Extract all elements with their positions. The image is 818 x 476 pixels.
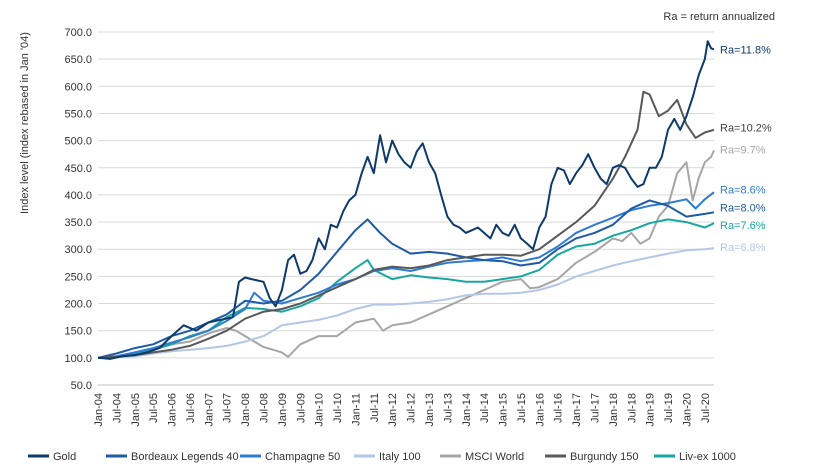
y-tick-label: 250.0 <box>64 271 92 283</box>
legend-label: MSCI World <box>465 451 524 463</box>
x-tick-label: Jan-12 <box>387 393 399 427</box>
y-tick-label: 700.0 <box>64 27 92 39</box>
x-tick-labels: Jan-04 Jul-04 Jan-05 Jul-05 Jan-06 Jul-06 Jan-… <box>93 393 712 427</box>
x-tick-label: Jul-09 <box>295 393 307 423</box>
x-tick-label: Jan-10 <box>314 393 326 427</box>
x-tick-label: Jan-18 <box>608 393 620 427</box>
x-tick-label: Jan-14 <box>461 393 473 427</box>
chart-annotation: Ra = return annualized <box>663 11 775 23</box>
y-tick-label: 500.0 <box>64 136 92 148</box>
x-tick-label: Jul-16 <box>553 393 565 423</box>
y-tick-label: 400.0 <box>64 190 92 202</box>
legend: Gold Bordeaux Legends 40 Champagne 50 Italy… <box>28 451 736 463</box>
x-tick-label: Jul-18 <box>626 393 638 423</box>
series-line-msci-world <box>97 149 715 359</box>
y-tick-label: 600.0 <box>64 81 92 93</box>
x-tick-label: Jul-10 <box>332 393 344 423</box>
x-tick-label: Jul-17 <box>589 393 601 423</box>
x-tick-label: Jul-04 <box>111 393 123 423</box>
y-tick-label: 550.0 <box>64 108 92 120</box>
end-labels: Ra=11.8% Ra=10.2% Ra=9.7% Ra=8.6% Ra=8.0% Ra=… <box>720 44 772 254</box>
ra-label: Ra=8.0% <box>720 202 766 214</box>
x-tick-label: Jan-04 <box>93 393 105 427</box>
series-line-bordeaux-legends-40 <box>97 199 715 359</box>
y-tick-label: 450.0 <box>64 163 92 175</box>
y-tick-labels: 50.0 100.0 150.0 200.0 250.0 300.0 350.0 400.0 4… <box>64 27 92 392</box>
x-tick-label: Jan-16 <box>534 393 546 427</box>
x-tick-label: Jan-07 <box>203 393 215 427</box>
series-line-champagne-50 <box>97 191 715 359</box>
x-tick-label: Jan-11 <box>350 393 362 426</box>
series-line-gold <box>97 40 715 360</box>
y-tick-label: 300.0 <box>64 244 92 256</box>
x-tick-label: Jan-06 <box>167 393 179 427</box>
y-axis-label: Index level (index rebased in Jan '04) <box>19 32 31 214</box>
legend-label: Liv-ex 1000 <box>679 451 736 463</box>
y-tick-label: 50.0 <box>71 380 92 392</box>
legend-label: Gold <box>53 451 76 463</box>
gridlines <box>98 31 714 386</box>
y-tick-label: 100.0 <box>64 353 92 365</box>
y-tick-label: 150.0 <box>64 326 92 338</box>
x-tick-label: Jan-19 <box>645 393 657 427</box>
x-tick-label: Jul-15 <box>516 393 528 423</box>
x-tick-label: Jan-13 <box>424 393 436 427</box>
ra-label: Ra=6.8% <box>720 242 766 254</box>
x-tick-label: Jan-05 <box>130 393 142 427</box>
legend-label: Bordeaux Legends 40 <box>131 451 239 463</box>
series-line-italy-100 <box>97 247 715 359</box>
series-lines <box>97 40 715 360</box>
x-tick-label: Jan-20 <box>681 393 693 427</box>
x-tick-label: Jul-07 <box>222 393 234 423</box>
x-tick-label: Jan-15 <box>498 393 510 427</box>
y-tick-label: 650.0 <box>64 54 92 66</box>
ra-label: Ra=8.6% <box>720 184 766 196</box>
legend-label: Burgundy 150 <box>570 451 639 463</box>
ra-label: Ra=11.8% <box>720 44 771 56</box>
x-tick-label: Jul-08 <box>258 393 270 423</box>
x-tick-label: Jul-06 <box>185 393 197 423</box>
x-tick-label: Jan-08 <box>240 393 252 427</box>
legend-label: Italy 100 <box>379 451 421 463</box>
x-tick-label: Jul-11 <box>369 393 381 422</box>
x-tick-label: Jul-20 <box>700 393 712 423</box>
legend-label: Champagne 50 <box>265 451 340 463</box>
x-tick-label: Jan-17 <box>571 393 583 427</box>
y-tick-label: 350.0 <box>64 217 92 229</box>
series-line-burgundy-150 <box>97 90 715 359</box>
ra-label: Ra=9.7% <box>720 144 766 156</box>
x-tick-label: Jul-12 <box>406 393 418 423</box>
x-tick-label: Jul-05 <box>148 393 160 423</box>
x-tick-label: Jan-09 <box>277 393 289 427</box>
x-tick-label: Jul-13 <box>442 393 454 423</box>
x-tick-label: Jul-14 <box>479 393 491 423</box>
ra-label: Ra=10.2% <box>720 123 772 135</box>
y-tick-label: 200.0 <box>64 299 92 311</box>
x-tick-label: Jul-19 <box>663 393 675 423</box>
ra-label: Ra=7.6% <box>720 220 766 232</box>
